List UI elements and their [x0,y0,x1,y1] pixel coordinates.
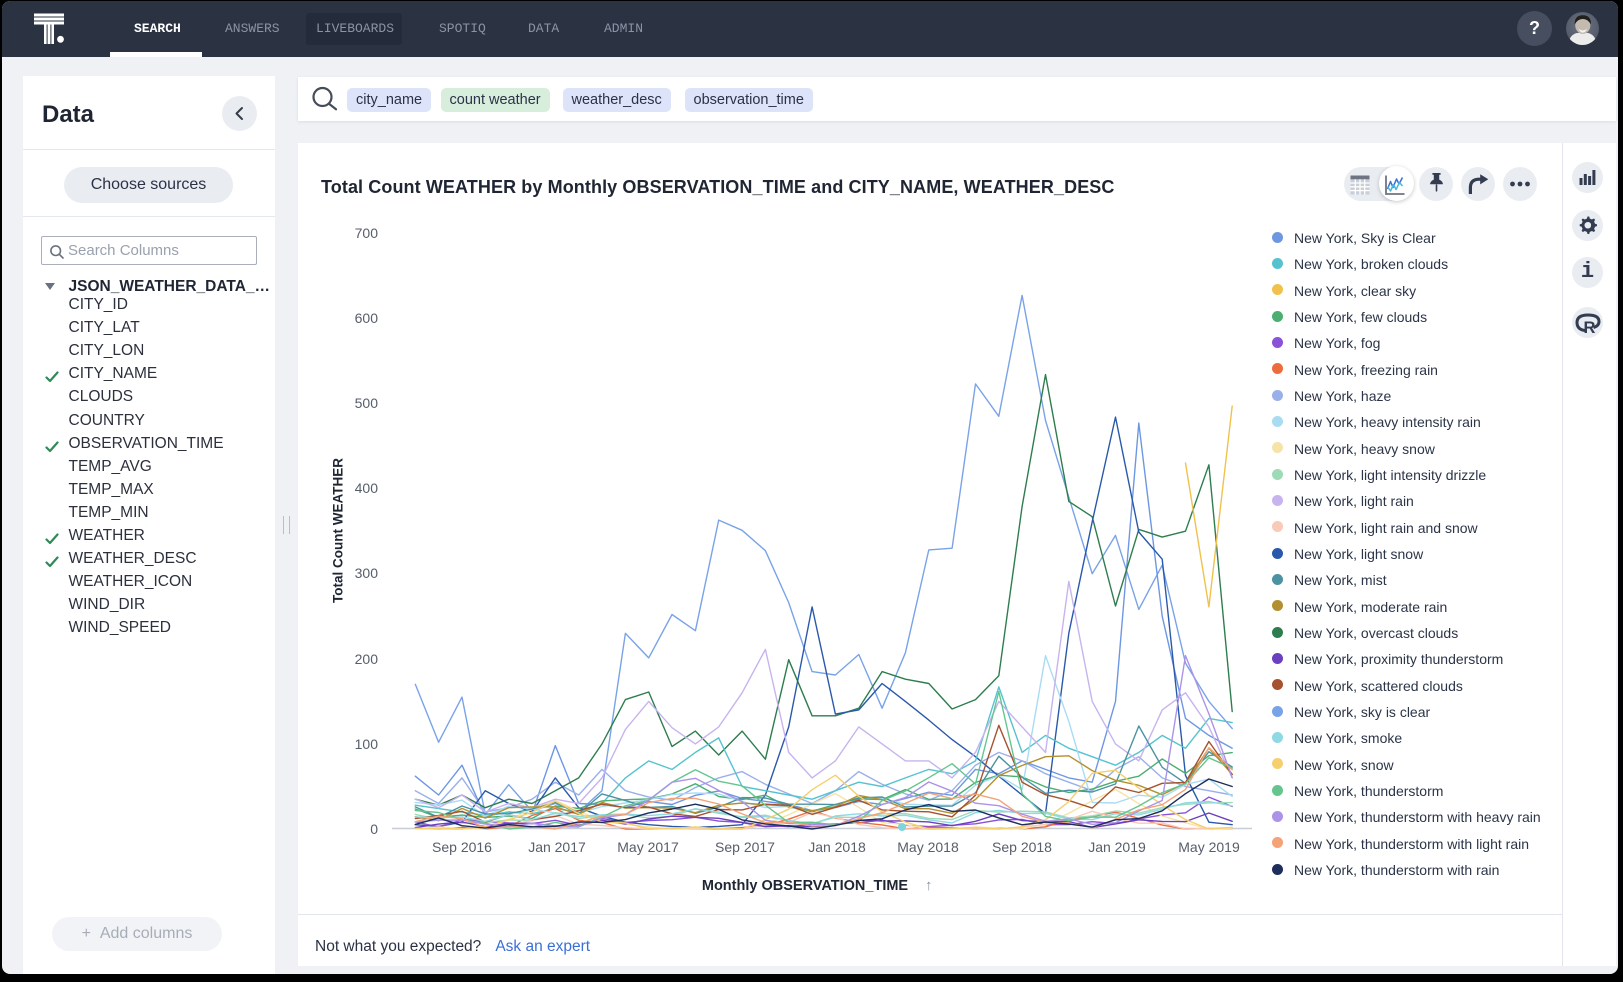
svg-text:R: R [1584,319,1596,334]
